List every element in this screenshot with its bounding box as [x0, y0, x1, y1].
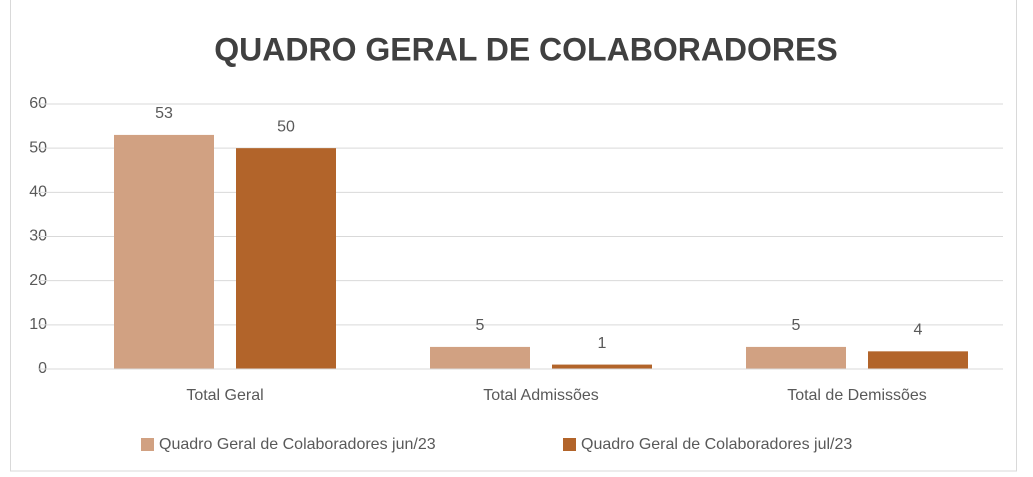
bar — [430, 346, 530, 369]
data-label: 5 — [792, 317, 801, 334]
data-label: 1 — [598, 335, 607, 352]
chart-title: QUADRO GERAL DE COLABORADORES — [214, 31, 837, 67]
bar — [746, 346, 846, 369]
x-tick-label: Total Admissões — [483, 387, 599, 404]
data-label: 5 — [476, 317, 485, 334]
legend-swatch — [563, 438, 576, 451]
x-tick-label: Total de Demissões — [787, 387, 927, 404]
data-label: 50 — [277, 118, 295, 135]
data-label: 4 — [914, 322, 923, 339]
bar — [868, 351, 968, 369]
legend-swatch — [141, 438, 154, 451]
bar — [552, 364, 652, 369]
data-label: 53 — [155, 105, 173, 122]
legend-label: Quadro Geral de Colaboradores jul/23 — [581, 436, 852, 453]
bar — [236, 148, 336, 369]
legend-label: Quadro Geral de Colaboradores jun/23 — [159, 436, 436, 453]
x-tick-label: Total Geral — [186, 387, 263, 404]
bar — [114, 134, 214, 369]
